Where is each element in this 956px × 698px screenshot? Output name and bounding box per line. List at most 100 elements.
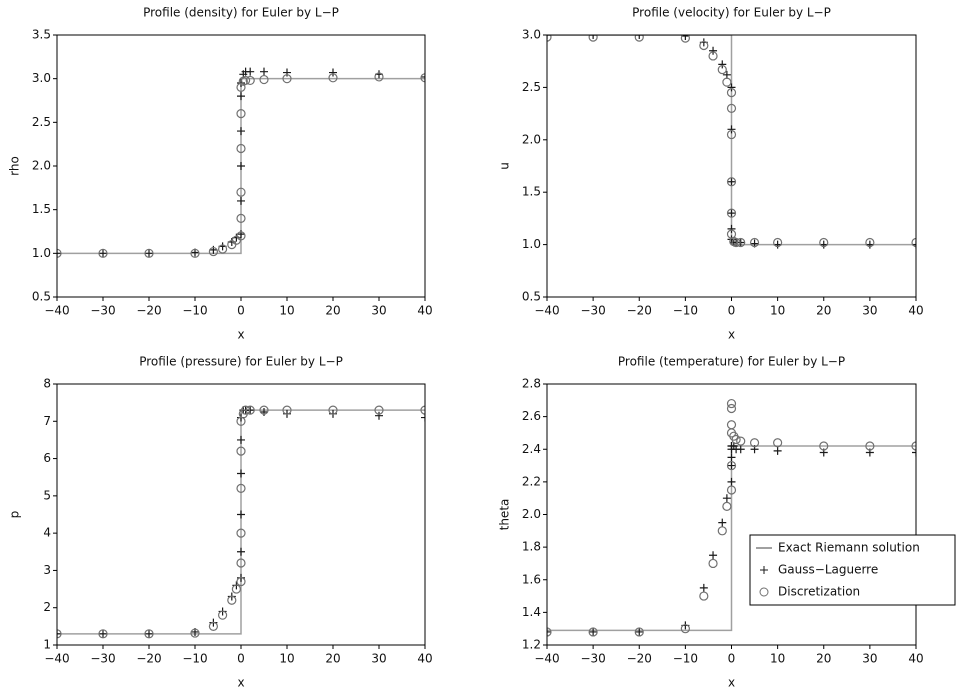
circle-marker [144, 248, 154, 258]
plus-marker [773, 240, 782, 249]
circle-marker [680, 35, 690, 43]
circle-marker [245, 75, 255, 86]
x-tick-label: −40 [44, 652, 69, 666]
y-tick-label: 1.5 [32, 202, 51, 216]
circle-marker [726, 485, 737, 495]
plus-marker [589, 35, 598, 39]
circle-marker [218, 244, 228, 254]
circle-marker [773, 438, 783, 448]
x-tick-label: −40 [44, 304, 69, 318]
circle-marker [708, 558, 718, 569]
plus-marker [727, 177, 736, 186]
circle-marker [328, 73, 338, 83]
x-tick-label: 10 [770, 652, 785, 666]
legend-swatch [759, 587, 769, 597]
x-tick-label: −30 [90, 652, 115, 666]
legend-label: Discretization [778, 585, 860, 599]
plot-area [547, 35, 916, 249]
circle-marker [236, 82, 246, 93]
plus-marker [865, 240, 874, 249]
circle-marker [819, 441, 829, 451]
plus-marker [329, 68, 337, 77]
plus-marker [589, 627, 598, 636]
circle-marker [374, 72, 384, 82]
y-axis-label: u [498, 162, 512, 170]
x-tick-label: 40 [908, 652, 923, 666]
x-tick-label: 30 [371, 304, 386, 318]
x-axis-label: x [728, 676, 735, 690]
x-tick-label: −30 [580, 652, 605, 666]
x-tick-label: 40 [417, 304, 432, 318]
plus-marker [99, 629, 107, 638]
x-tick-label: −10 [182, 304, 207, 318]
circle-marker [236, 577, 246, 587]
legend-swatch [760, 566, 768, 574]
y-tick-label: 1.0 [522, 237, 541, 251]
plus-marker [727, 83, 736, 92]
circle-marker [208, 246, 218, 257]
chart-title: Profile (temperature) for Euler by L−P [618, 355, 845, 369]
circle-marker [236, 187, 246, 197]
x-tick-label: 10 [279, 304, 294, 318]
plus-marker [421, 413, 425, 422]
circle-marker [717, 526, 727, 536]
circle-marker [911, 441, 916, 451]
x-tick-label: 30 [862, 304, 877, 318]
circle-marker [911, 237, 916, 248]
circle-marker [726, 88, 737, 98]
circle-marker [241, 405, 251, 415]
circle-marker [328, 405, 338, 415]
circle-marker [680, 624, 690, 634]
circle-marker [547, 35, 552, 42]
plus-marker [635, 627, 644, 636]
plus-marker [57, 249, 61, 258]
circle-marker [236, 213, 246, 223]
plus-marker [260, 407, 268, 416]
plus-marker [237, 469, 245, 478]
circle-marker [731, 237, 741, 248]
circle-marker [236, 231, 246, 241]
circle-marker [144, 629, 154, 639]
circle-marker [231, 584, 241, 594]
y-tick-label: 7 [43, 414, 51, 428]
y-tick-label: 3.5 [32, 28, 51, 42]
circle-marker [241, 75, 251, 86]
y-axis-label: p [8, 511, 22, 519]
plus-marker [727, 461, 736, 470]
circle-marker [865, 441, 875, 451]
circle-marker [726, 420, 737, 430]
circle-marker [98, 629, 108, 639]
y-tick-label: 1.0 [32, 246, 51, 260]
circle-marker [736, 436, 746, 446]
circle-marker [722, 501, 732, 511]
circle-marker [420, 405, 425, 415]
y-tick-label: 3 [43, 563, 51, 577]
plus-marker [819, 240, 828, 249]
x-tick-label: 30 [862, 652, 877, 666]
y-tick-label: 2.8 [522, 377, 541, 391]
y-tick-label: 5 [43, 488, 51, 502]
chart-title: Profile (pressure) for Euler by L−P [139, 355, 343, 369]
circle-marker [699, 591, 709, 601]
y-tick-label: 4 [43, 526, 51, 540]
circle-marker [749, 438, 760, 448]
plus-marker [237, 547, 245, 556]
x-tick-label: 40 [417, 652, 432, 666]
circle-marker [245, 405, 255, 415]
circle-marker [236, 446, 246, 456]
x-tick-label: 20 [325, 652, 340, 666]
x-tick-label: 40 [908, 304, 923, 318]
circle-marker [731, 434, 741, 445]
x-tick-label: −10 [673, 304, 698, 318]
circle-marker [726, 460, 737, 471]
circle-marker [259, 74, 269, 85]
circle-marker [547, 627, 552, 637]
plus-marker [727, 125, 736, 134]
circle-marker [773, 237, 783, 248]
circle-marker [282, 74, 292, 84]
circle-marker [717, 64, 727, 75]
plus-marker [421, 72, 425, 81]
chart-title: Profile (density) for Euler by L−P [143, 6, 339, 20]
y-tick-label: 1.2 [522, 638, 541, 652]
x-tick-label: −20 [627, 652, 652, 666]
